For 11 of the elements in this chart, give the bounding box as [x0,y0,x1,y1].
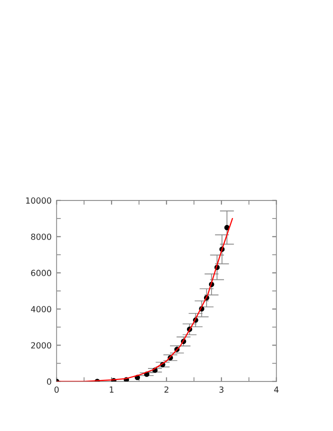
y-tick-label: 10000 [26,197,52,204]
x-tick-label: 2 [164,386,168,393]
y-tick-label: 8000 [31,234,52,240]
x-tick-label: 4 [274,386,279,393]
x-tick-label: 3 [219,386,224,393]
y-tick-label: 2000 [31,342,52,349]
x-tick-label: 1 [110,386,114,393]
x-tick-label: 0 [54,386,59,393]
y-tick-label: 0 [46,378,52,385]
y-tick-label: 4000 [30,306,52,312]
y-tick-label: 6000 [31,270,52,276]
